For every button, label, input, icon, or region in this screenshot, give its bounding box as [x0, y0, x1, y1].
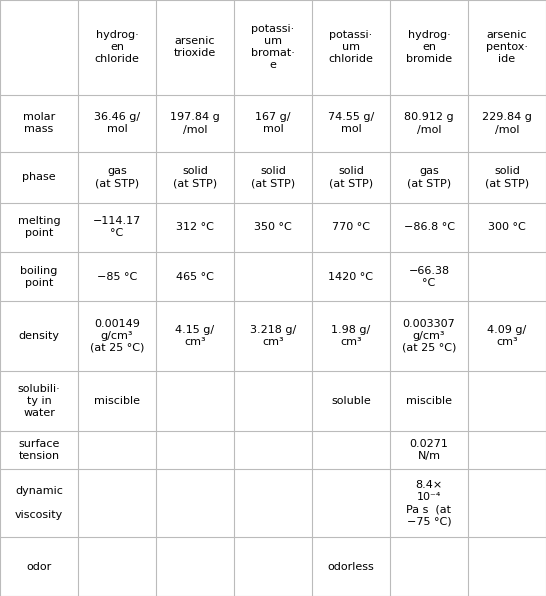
- Text: 80.912 g
/mol: 80.912 g /mol: [404, 113, 454, 135]
- Text: 167 g/
mol: 167 g/ mol: [255, 113, 291, 135]
- Text: gas
(at STP): gas (at STP): [95, 166, 139, 188]
- Text: surface
tension: surface tension: [19, 439, 60, 461]
- Text: soluble: soluble: [331, 396, 371, 406]
- Text: odorless: odorless: [328, 561, 375, 572]
- Text: miscible: miscible: [406, 396, 452, 406]
- Text: miscible: miscible: [94, 396, 140, 406]
- Text: solid
(at STP): solid (at STP): [485, 166, 529, 188]
- Text: −66.38
°C: −66.38 °C: [408, 265, 449, 287]
- Text: 229.84 g
/mol: 229.84 g /mol: [482, 113, 532, 135]
- Text: −86.8 °C: −86.8 °C: [403, 222, 454, 232]
- Text: hydrog·
en
bromide: hydrog· en bromide: [406, 30, 452, 64]
- Text: dynamic

viscosity: dynamic viscosity: [15, 486, 63, 520]
- Text: 300 °C: 300 °C: [488, 222, 526, 232]
- Text: density: density: [19, 331, 60, 341]
- Text: 0.003307
g/cm³
(at 25 °C): 0.003307 g/cm³ (at 25 °C): [402, 319, 456, 353]
- Text: 350 °C: 350 °C: [254, 222, 292, 232]
- Text: 8.4×
10⁻⁴
Pa s  (at
−75 °C): 8.4× 10⁻⁴ Pa s (at −75 °C): [407, 480, 452, 526]
- Text: gas
(at STP): gas (at STP): [407, 166, 451, 188]
- Text: 3.218 g/
cm³: 3.218 g/ cm³: [250, 325, 296, 347]
- Text: potassi·
um
bromat·
e: potassi· um bromat· e: [251, 24, 295, 70]
- Text: −85 °C: −85 °C: [97, 272, 137, 281]
- Text: arsenic
trioxide: arsenic trioxide: [174, 36, 216, 58]
- Text: solid
(at STP): solid (at STP): [329, 166, 373, 188]
- Text: 197.84 g
/mol: 197.84 g /mol: [170, 113, 220, 135]
- Text: molar
mass: molar mass: [23, 113, 55, 135]
- Text: odor: odor: [26, 561, 52, 572]
- Text: 36.46 g/
mol: 36.46 g/ mol: [94, 113, 140, 135]
- Text: hydrog·
en
chloride: hydrog· en chloride: [94, 30, 139, 64]
- Text: 4.15 g/
cm³: 4.15 g/ cm³: [175, 325, 215, 347]
- Text: solubili·
ty in
water: solubili· ty in water: [17, 384, 61, 418]
- Text: 74.55 g/
mol: 74.55 g/ mol: [328, 113, 374, 135]
- Text: 312 °C: 312 °C: [176, 222, 214, 232]
- Text: solid
(at STP): solid (at STP): [251, 166, 295, 188]
- Text: boiling
point: boiling point: [20, 265, 58, 287]
- Text: 770 °C: 770 °C: [332, 222, 370, 232]
- Text: 0.00149
g/cm³
(at 25 °C): 0.00149 g/cm³ (at 25 °C): [90, 319, 144, 353]
- Text: solid
(at STP): solid (at STP): [173, 166, 217, 188]
- Text: 0.0271
N/m: 0.0271 N/m: [410, 439, 448, 461]
- Text: 1.98 g/
cm³: 1.98 g/ cm³: [331, 325, 371, 347]
- Text: melting
point: melting point: [17, 216, 60, 238]
- Text: −114.17
°C: −114.17 °C: [93, 216, 141, 238]
- Text: potassi·
um
chloride: potassi· um chloride: [329, 30, 373, 64]
- Text: 1420 °C: 1420 °C: [329, 272, 373, 281]
- Text: 465 °C: 465 °C: [176, 272, 214, 281]
- Text: arsenic
pentox·
ide: arsenic pentox· ide: [486, 30, 528, 64]
- Text: 4.09 g/
cm³: 4.09 g/ cm³: [488, 325, 527, 347]
- Text: phase: phase: [22, 172, 56, 182]
